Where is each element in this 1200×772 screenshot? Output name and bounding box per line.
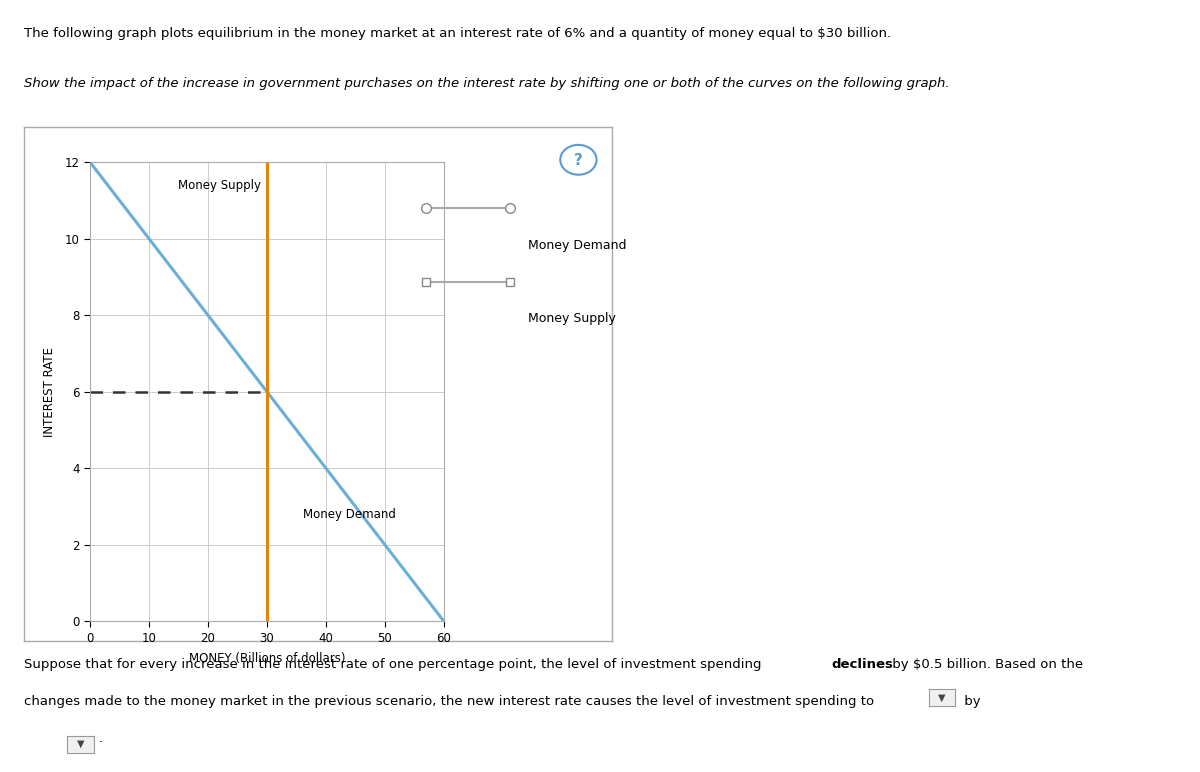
Text: ▼: ▼ [938,693,946,703]
Text: Suppose that for every increase in the interest rate of one percentage point, th: Suppose that for every increase in the i… [24,658,766,671]
Text: .: . [98,732,102,745]
Text: by $0.5 billion. Based on the: by $0.5 billion. Based on the [888,658,1084,671]
Y-axis label: INTEREST RATE: INTEREST RATE [43,347,56,437]
Text: Show the impact of the increase in government purchases on the interest rate by : Show the impact of the increase in gover… [24,77,949,90]
Text: ?: ? [574,153,583,168]
Text: The following graph plots equilibrium in the money market at an interest rate of: The following graph plots equilibrium in… [24,27,892,40]
Text: ▼: ▼ [77,740,84,749]
Text: Money Demand: Money Demand [304,508,396,521]
Text: by: by [960,695,980,708]
Text: declines: declines [832,658,894,671]
Text: Money Supply: Money Supply [528,313,616,325]
Text: changes made to the money market in the previous scenario, the new interest rate: changes made to the money market in the … [24,695,874,708]
X-axis label: MONEY (Billions of dollars): MONEY (Billions of dollars) [188,652,346,665]
Text: Money Supply: Money Supply [179,179,262,192]
Text: Money Demand: Money Demand [528,239,626,252]
